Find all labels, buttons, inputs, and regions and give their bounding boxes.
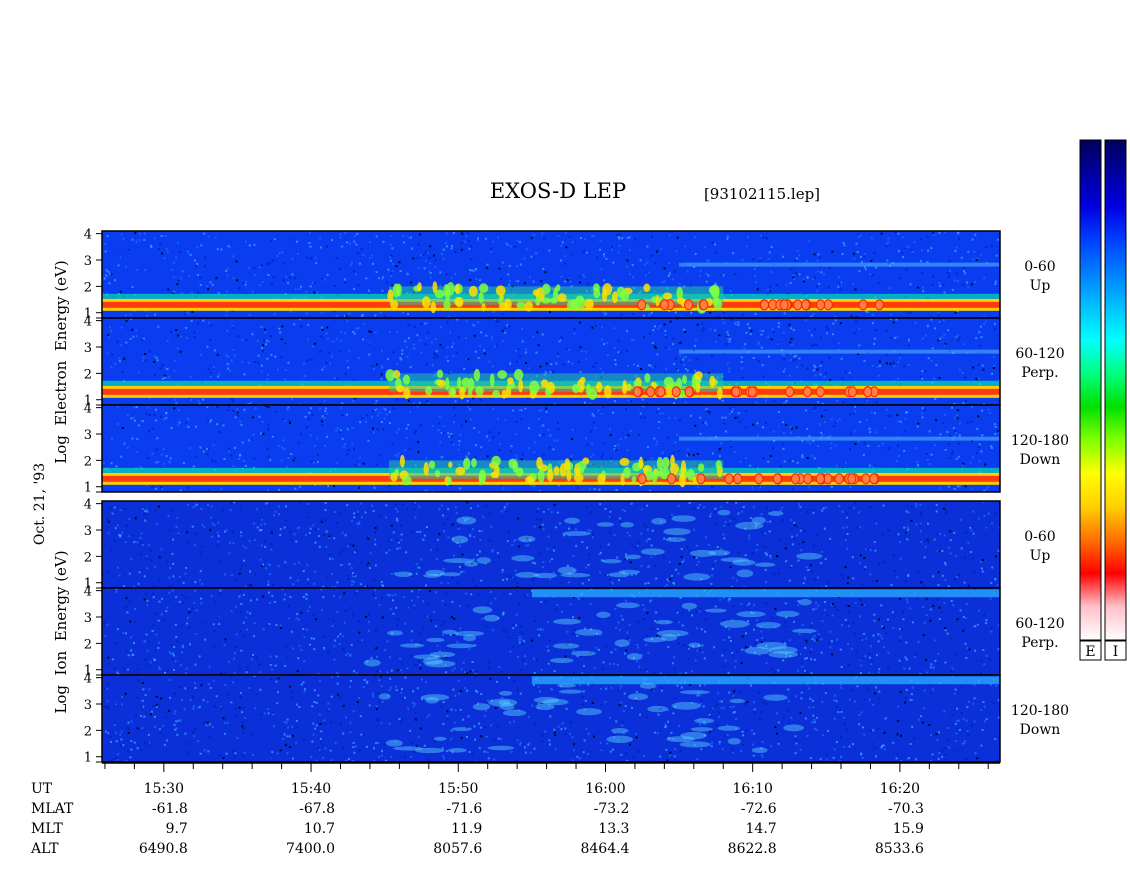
time-axis xyxy=(102,762,1000,772)
orbit-mlt-value: 13.3 xyxy=(598,821,629,837)
panel-direction: Up xyxy=(1030,278,1051,294)
orbit-mlat-value: -73.2 xyxy=(594,801,630,817)
colorbar-label: E xyxy=(1085,644,1095,660)
y-tick-label: 2 xyxy=(84,637,92,652)
y-tick-label: 3 xyxy=(84,428,92,443)
colorbar-e: E xyxy=(1079,139,1102,661)
orbit-mlat-value: -70.3 xyxy=(888,801,924,817)
orbit-mlat-value: -71.6 xyxy=(446,801,482,817)
orbit-row-label: MLAT xyxy=(31,801,74,817)
panel-direction: Up xyxy=(1030,548,1051,564)
time-tick-label: 16:00 xyxy=(585,781,625,797)
panel-pitch-range: 0-60 xyxy=(1024,529,1055,545)
y-tick-label: 4 xyxy=(84,402,92,417)
orbit-mlt-value: 11.9 xyxy=(451,821,482,837)
panel-direction: Down xyxy=(1020,452,1061,468)
y-tick-label: 3 xyxy=(84,524,92,539)
y-tick-label: 1 xyxy=(84,577,92,592)
orbit-mlt-value: 10.7 xyxy=(304,821,335,837)
colorbar-label: I xyxy=(1113,644,1119,660)
orbit-row-label: UT xyxy=(31,781,53,797)
ion-ylabel: Log Ion Energy (eV) xyxy=(52,550,70,713)
y-tick-label: 1 xyxy=(84,664,92,679)
panel-pitch-range: 120-180 xyxy=(1011,433,1069,449)
time-tick-label: 16:10 xyxy=(733,781,773,797)
colorbar-i: I xyxy=(1104,139,1127,661)
y-tick-label: 4 xyxy=(84,228,92,243)
chart-title: EXOS-D LEP xyxy=(490,179,626,203)
electron-ylabel: Log Electron Energy (eV) xyxy=(52,260,70,464)
y-tick-label: 3 xyxy=(84,698,92,713)
panel-direction: Perp. xyxy=(1021,365,1058,381)
orbit-table: UT MLAT MLT ALT 15:30 -61.8 9.7 6490.8 15:40 -67.… xyxy=(30,781,924,857)
panel-pitch-range: 60-120 xyxy=(1015,616,1064,632)
time-tick-label: 15:40 xyxy=(291,781,331,797)
orbit-row-label: MLT xyxy=(31,821,63,837)
y-tick-label: 3 xyxy=(84,254,92,269)
y-tick-label: 4 xyxy=(84,498,92,513)
y-tick-label: 2 xyxy=(84,454,92,469)
y-tick-label: 1 xyxy=(84,481,92,496)
panel-pitch-range: 120-180 xyxy=(1011,703,1069,719)
y-tick-label: 1 xyxy=(84,307,92,322)
orbit-mlat-value: -61.8 xyxy=(152,801,188,817)
panel-labels: 0-60 Up 60-120 Perp. 120-180 Down 0-60 Up 60-120… xyxy=(1011,259,1069,738)
time-tick-label: 15:50 xyxy=(438,781,478,797)
orbit-alt-value: 8622.8 xyxy=(728,841,777,857)
y-tick-label: 2 xyxy=(84,724,92,739)
file-label: [93102115.lep] xyxy=(704,185,820,203)
y-tick-label: 1 xyxy=(84,751,92,766)
panel-ion-perp: 1 2 3 4 xyxy=(84,585,1001,679)
orbit-mlt-value: 14.7 xyxy=(746,821,777,837)
time-tick-label: 16:20 xyxy=(880,781,920,797)
time-tick-label: 15:30 xyxy=(144,781,184,797)
y-tick-label: 4 xyxy=(84,315,92,330)
orbit-alt-value: 8533.6 xyxy=(875,841,924,857)
orbit-alt-value: 8464.4 xyxy=(580,841,629,857)
y-tick-label: 1 xyxy=(84,394,92,409)
orbit-mlat-value: -67.8 xyxy=(299,801,335,817)
panel-electron-up: 1 2 3 4 xyxy=(84,228,1001,322)
orbit-mlt-value: 9.7 xyxy=(166,821,188,837)
y-tick-label: 3 xyxy=(84,611,92,626)
panel-direction: Perp. xyxy=(1021,635,1058,651)
y-tick-label: 2 xyxy=(84,550,92,565)
orbit-row-label: ALT xyxy=(30,841,59,857)
orbit-alt-value: 6490.8 xyxy=(139,841,188,857)
y-tick-label: 2 xyxy=(84,280,92,295)
orbit-mlt-value: 15.9 xyxy=(893,821,924,837)
panel-pitch-range: 0-60 xyxy=(1024,259,1055,275)
panel-ion-down: 1 2 3 4 xyxy=(84,672,1001,766)
panel-pitch-range: 60-120 xyxy=(1015,346,1064,362)
y-tick-label: 3 xyxy=(84,341,92,356)
panel-electron-perp: 1 2 3 4 xyxy=(84,315,1001,409)
panel-ion-up: 1 2 3 4 xyxy=(84,498,1001,592)
y-tick-label: 4 xyxy=(84,585,92,600)
panel-direction: Down xyxy=(1020,722,1061,738)
panel-electron-down: 1 2 3 4 xyxy=(84,402,1001,496)
orbit-mlat-value: -72.6 xyxy=(741,801,777,817)
y-tick-label: 2 xyxy=(84,367,92,382)
y-tick-label: 4 xyxy=(84,672,92,687)
date-label: Oct. 21, '93 xyxy=(32,463,48,545)
orbit-alt-value: 7400.0 xyxy=(286,841,335,857)
orbit-alt-value: 8057.6 xyxy=(433,841,482,857)
